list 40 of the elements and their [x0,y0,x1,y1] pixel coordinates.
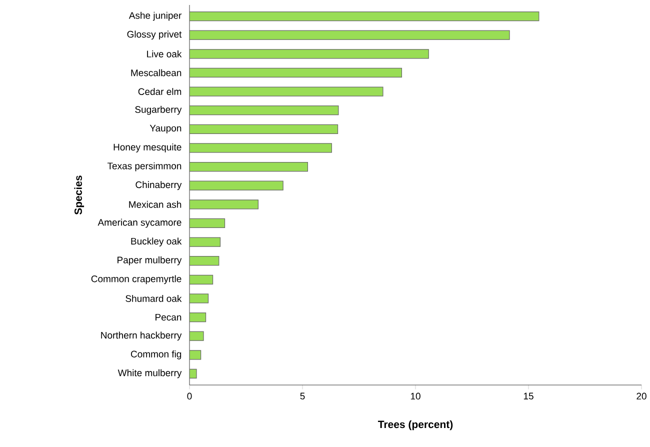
bar [190,162,308,172]
y-tick-label: Sugarberry [135,106,182,115]
y-tick-label: Texas persimmon [107,162,182,172]
bar [190,274,214,284]
bar [190,30,510,40]
bar [190,124,338,134]
bar [190,68,402,78]
x-tick-label: 5 [300,392,305,400]
x-tick-label: 0 [187,392,192,400]
y-tick-label: Common crapemyrtle [91,275,182,284]
y-tick-label: Cedar elm [138,88,182,96]
bar [190,256,220,266]
y-tick-label: Common fig [130,350,182,360]
x-tick-label: 10 [410,392,420,400]
bar [190,11,540,22]
y-tick-label: Ashe juniper [128,12,182,21]
y-tick-label: Glossy privet [127,30,182,40]
y-tick-label: Shumard oak [126,294,182,302]
x-tick-label: 20 [636,392,646,400]
y-tick-label: Buckley oak [131,238,182,246]
x-tick-label: 15 [524,392,534,400]
y-tick-label: Pecan [156,314,182,321]
y-tick-label: White mulberry [118,369,182,378]
bar [190,106,339,116]
y-tick-label: Mexican ash [129,200,182,208]
bar [190,218,226,228]
y-tick-label: Chinaberry [136,181,182,190]
bar [190,49,429,59]
y-tick-label: Northern hackberry [101,332,182,341]
y-tick-label: Yaupon [150,124,182,134]
y-tick-label: Mescalbean [131,69,182,76]
y-axis-title: Species [74,176,84,215]
bar [190,180,284,190]
y-tick-label: Honey mesquite [114,144,182,152]
x-axis-title: Trees (percent) [378,420,453,430]
y-tick-label: Live oak [147,50,182,58]
y-tick-label: American sycamore [98,218,182,228]
y-tick-label: Paper mulberry [118,256,182,266]
bar [190,312,206,322]
bar [190,200,259,210]
